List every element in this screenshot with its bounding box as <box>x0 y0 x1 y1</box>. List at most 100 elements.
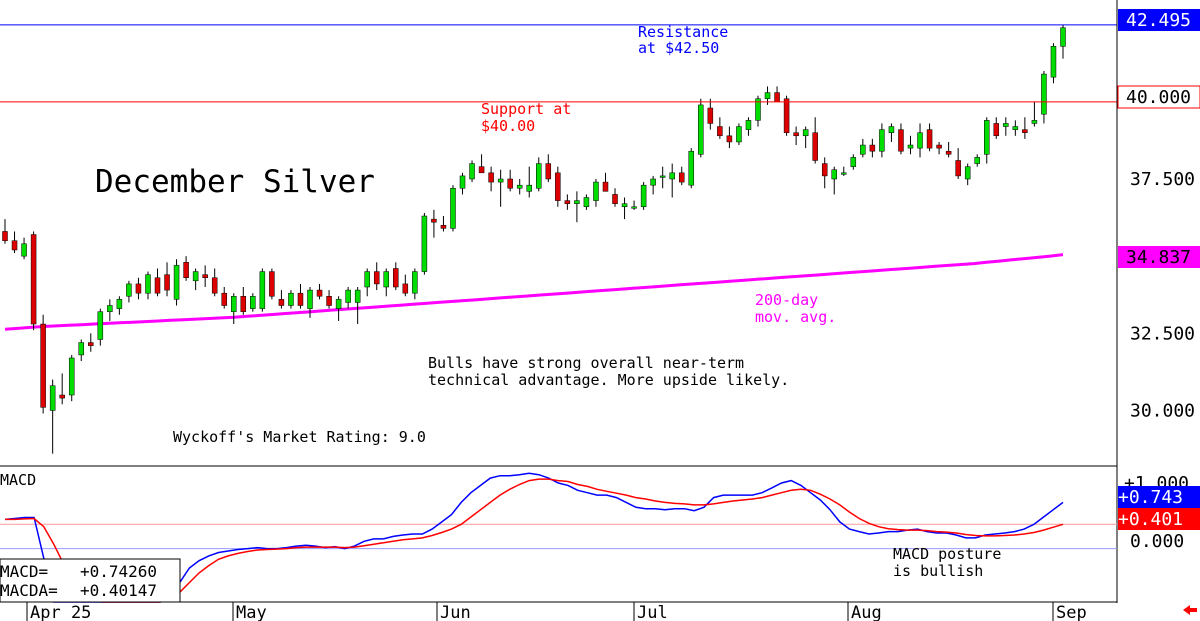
candle-body <box>1031 120 1038 124</box>
candle <box>1041 70 1047 124</box>
candle <box>612 188 618 207</box>
candle-body <box>574 200 580 204</box>
candle-body <box>650 178 656 186</box>
candle <box>116 296 123 315</box>
candle-body <box>841 172 847 175</box>
candle <box>621 197 628 220</box>
candle <box>21 237 27 260</box>
candle <box>879 123 885 158</box>
candle <box>107 299 113 321</box>
candle <box>516 178 523 195</box>
candle <box>488 166 494 192</box>
macd-title: MACD <box>0 471 36 489</box>
candle <box>364 268 370 297</box>
candle <box>354 287 361 325</box>
candle <box>440 216 447 232</box>
candle <box>135 277 142 300</box>
candle-body <box>49 385 56 411</box>
candle-body <box>964 166 971 180</box>
ma-value-label: 34.837 <box>1126 247 1191 268</box>
candle <box>926 123 933 152</box>
candle-body <box>898 129 904 152</box>
candle <box>211 268 218 297</box>
candle <box>68 354 75 402</box>
candle-body <box>936 144 942 149</box>
candle <box>678 166 685 186</box>
candle-body <box>1041 73 1047 115</box>
candle <box>888 123 895 142</box>
candle-body <box>21 243 27 257</box>
candle <box>288 290 294 309</box>
macd-readout-label: MACD= <box>0 562 48 581</box>
candle-body <box>526 184 532 192</box>
candle-body <box>850 157 857 167</box>
candle <box>1003 117 1009 136</box>
candle <box>955 148 961 179</box>
candle-body <box>412 271 418 294</box>
chart-title: December Silver <box>95 164 375 200</box>
candle <box>993 117 1000 139</box>
candle <box>945 141 952 158</box>
candle-body <box>869 144 876 152</box>
candle-body <box>393 268 399 288</box>
candle-body <box>30 234 37 325</box>
candle <box>650 175 656 195</box>
bulls-note-line2: technical advantage. More upside likely. <box>428 371 789 389</box>
candle-body <box>983 120 990 155</box>
candle <box>1022 117 1028 139</box>
macda-readout-value: +0.40147 <box>80 581 157 600</box>
candle-body <box>555 172 561 201</box>
candle-body <box>955 160 961 177</box>
candle-body <box>726 135 733 143</box>
candle-body <box>78 342 85 356</box>
candle-body <box>240 296 247 312</box>
candle <box>860 138 866 158</box>
candle <box>11 231 18 254</box>
candle-body <box>202 274 208 278</box>
candle-body <box>307 289 313 309</box>
candle <box>841 166 847 176</box>
candle <box>850 154 857 170</box>
candle <box>507 169 513 192</box>
candle-body <box>1060 27 1066 47</box>
candle <box>974 154 980 167</box>
candle <box>412 268 418 300</box>
candle-body <box>383 271 390 288</box>
level-lines <box>0 24 1117 103</box>
candle <box>259 268 266 312</box>
candlestick-layer <box>2 24 1066 454</box>
candle <box>555 166 561 207</box>
candle <box>2 219 8 244</box>
candle <box>335 296 342 321</box>
candle <box>1060 24 1066 59</box>
candle <box>564 194 571 210</box>
candle-body <box>621 203 628 208</box>
candle <box>545 154 552 183</box>
candle <box>1050 43 1057 84</box>
candle <box>59 373 65 405</box>
candle-body <box>659 175 666 178</box>
candle <box>593 178 599 207</box>
candle <box>192 268 199 291</box>
candle <box>431 209 437 238</box>
candle-body <box>1022 129 1028 133</box>
candle-body <box>88 342 94 346</box>
candle-body <box>431 218 437 223</box>
candle <box>631 200 637 210</box>
candle <box>478 154 485 174</box>
candle <box>898 123 904 155</box>
candle <box>793 126 799 146</box>
candle <box>698 98 704 158</box>
candle <box>221 287 227 309</box>
candle <box>831 166 837 195</box>
candle-body <box>59 394 65 399</box>
resistance-note-line2: at $42.50 <box>638 39 719 57</box>
macd-tick-zero: 0.000 <box>1130 531 1184 552</box>
candle <box>97 308 104 346</box>
candle <box>278 290 285 309</box>
scroll-left-arrow-icon[interactable] <box>1183 605 1197 615</box>
candle <box>717 117 723 139</box>
resistance-value-label: 42.495 <box>1126 10 1191 31</box>
candle <box>469 160 475 183</box>
